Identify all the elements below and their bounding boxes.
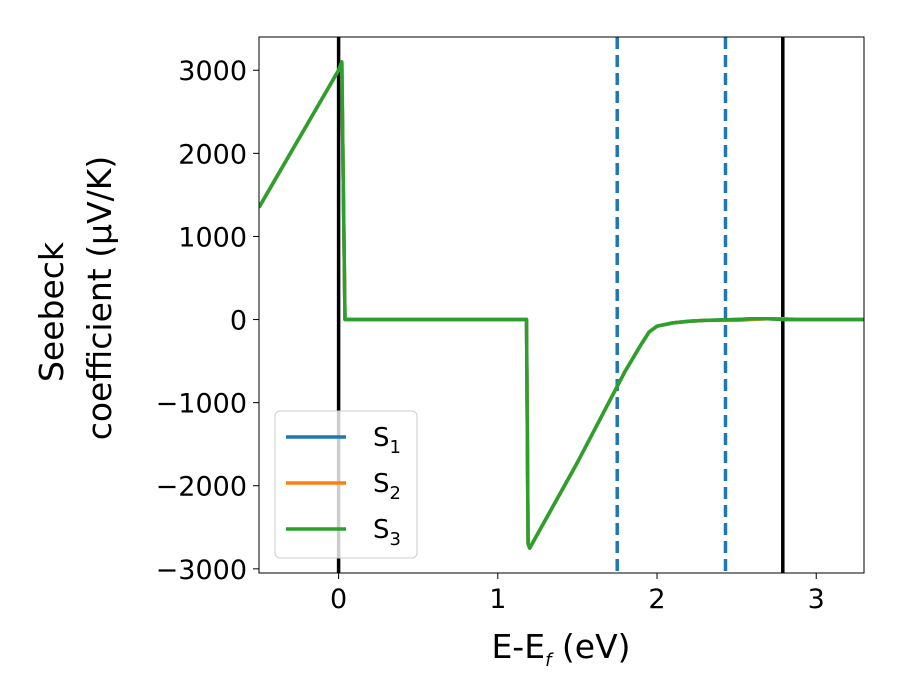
y-axis-label-line1: Seebeck: [32, 241, 71, 382]
y-axis-label: Seebeck coefficient (μV/K): [32, 156, 119, 441]
x-tick-label-1: 1: [489, 584, 506, 615]
y-tick-label-6: 3000: [178, 56, 247, 87]
x-axis-label: E-Ef (eV): [491, 627, 630, 671]
legend: S1 S2 S3: [274, 410, 418, 559]
x-axis-ticks: 0 1 2 3: [330, 573, 825, 615]
plot-frame: [258, 36, 865, 574]
series-line-s3: [259, 60, 864, 550]
legend-label-s3: S3: [373, 515, 401, 550]
legend-label-s2: S2: [373, 469, 401, 504]
y-tick-label-4: 1000: [178, 222, 247, 253]
x-tick-label-0: 0: [330, 584, 347, 615]
x-tick-label-2: 2: [648, 584, 665, 615]
y-tick-label-1: −2000: [156, 472, 247, 503]
legend-label-s1: S1: [373, 423, 401, 458]
series-lines: [259, 60, 864, 550]
y-axis-label-line2: coefficient (μV/K): [80, 156, 119, 441]
y-tick-label-5: 2000: [178, 139, 247, 170]
x-tick-label-3: 3: [808, 584, 825, 615]
y-tick-label-0: −3000: [156, 555, 247, 586]
y-tick-label-2: −1000: [156, 389, 247, 420]
y-axis-ticks: −3000 −2000 −1000 0 1000 2000 3000: [156, 56, 259, 586]
y-tick-label-3: 0: [230, 306, 247, 337]
